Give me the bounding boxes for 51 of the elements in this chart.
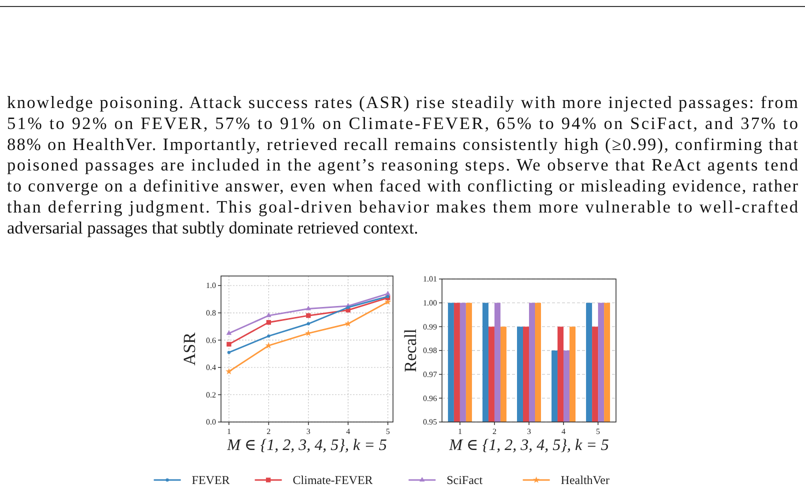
y-tick-label: 1.00 xyxy=(423,298,437,308)
y-axis-title: ASR xyxy=(180,332,199,366)
x-tick-label: 3 xyxy=(527,427,531,436)
x-axis-title: M ∈ {1, 2, 3, 4, 5}, k = 5 xyxy=(448,437,609,454)
y-tick-label: 0.95 xyxy=(423,418,437,427)
text: to converge on a definitive answer, even when faced with conflicting or misleading evidence, rather xyxy=(7,176,798,196)
text: poisoned passages are included in the agent’s reasoning steps. We observe that ReAct agents tend xyxy=(7,156,798,175)
y-tick-label: 0.8 xyxy=(206,308,216,318)
text: 88% on HealthVer. Importantly, retrieved recall remains consistently high (≥0.99), confirming that xyxy=(7,134,798,154)
legend-label: Climate-FEVER xyxy=(292,473,373,488)
legend-label: FEVER xyxy=(192,473,230,488)
y-tick-label: 0.98 xyxy=(423,346,437,356)
point xyxy=(226,368,232,374)
x-tick-label: 1 xyxy=(226,427,231,436)
y-tick-label: 0.6 xyxy=(206,336,216,345)
point xyxy=(266,320,272,325)
y-tick-label: 0.99 xyxy=(423,322,437,332)
point xyxy=(306,313,311,318)
y-tick-label: 1.01 xyxy=(423,274,437,284)
x-tick-label: 5 xyxy=(596,427,600,436)
point xyxy=(385,290,390,296)
text: 51% to 92% on FEVER, 57% to 91% on Climate-FEVER, 65% to 94% on SciFact, and 37% to xyxy=(7,114,798,133)
point xyxy=(227,350,231,354)
y-tick-label: 0.96 xyxy=(423,394,437,403)
text: adversarial passages that subtly dominate retrieved context. xyxy=(7,218,418,238)
x-tick-label: 2 xyxy=(492,427,496,436)
x-tick-label: 3 xyxy=(306,427,310,436)
x-tick-label: 5 xyxy=(386,427,390,436)
y-tick-label: 0.0 xyxy=(206,418,216,427)
y-tick-label: 0.97 xyxy=(423,370,437,379)
point xyxy=(306,322,310,326)
point xyxy=(226,342,232,347)
text: than deferring judgment. This goal-driven behavior makes them more vulnerable to well-crafted xyxy=(7,198,798,216)
point xyxy=(267,334,270,338)
legend-label: SciFact xyxy=(446,473,484,488)
x-tick-label: 1 xyxy=(458,427,462,436)
y-tick-label: 1.0 xyxy=(206,281,216,290)
point xyxy=(346,306,350,309)
x-axis-title: M ∈ {1, 2, 3, 4, 5}, k = 5 xyxy=(226,437,387,454)
point xyxy=(306,306,312,310)
y-tick-label: 0.4 xyxy=(206,363,216,372)
y-tick-label: 0.2 xyxy=(206,390,216,400)
x-tick-label: 4 xyxy=(346,427,350,436)
legend-label: HealthVer xyxy=(560,473,610,488)
x-tick-label: 4 xyxy=(562,427,566,436)
text: knowledge poisoning. Attack success rates (ASR) rise steadily with more injected passages: from xyxy=(7,93,799,112)
x-tick-label: 2 xyxy=(266,427,271,436)
y-axis-title: Recall xyxy=(401,328,420,372)
point xyxy=(344,320,352,327)
point xyxy=(266,312,272,318)
point xyxy=(226,330,232,335)
